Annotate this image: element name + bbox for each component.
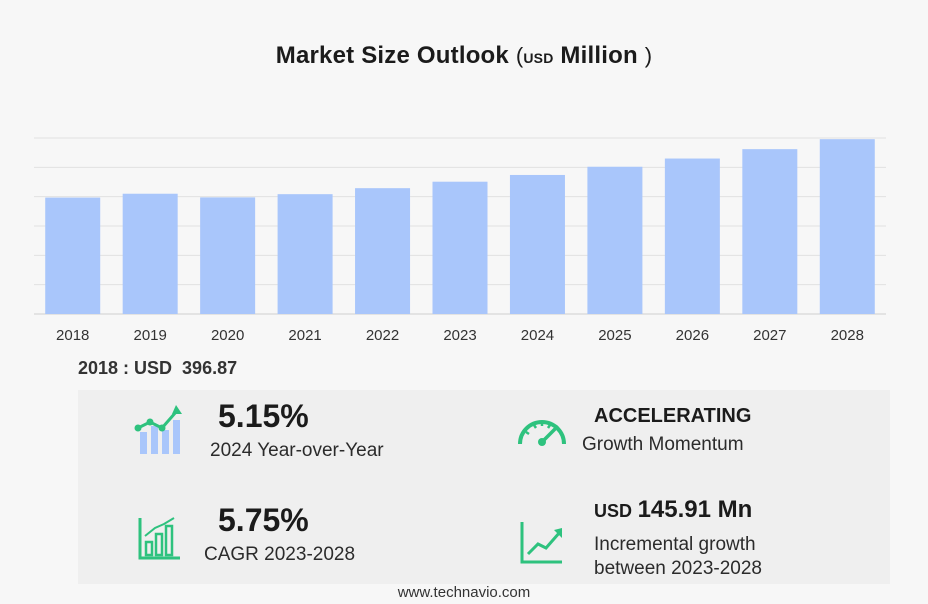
footer-url: www.technavio.com [397, 584, 531, 601]
x-tick-2024: 2024 [521, 327, 554, 344]
momentum-label: Growth Momentum [582, 434, 744, 455]
bar-2021 [277, 194, 333, 314]
growth-bars-icon [134, 405, 182, 454]
stat-momentum: ACCELERATING Growth Momentum [498, 390, 890, 480]
base-year-number: 396.87 [182, 358, 238, 378]
x-tick-2018: 2018 [56, 327, 89, 344]
bar-chart: 2018 2019 2020 2021 2022 2023 2024 2025 2026 2027… [34, 137, 886, 344]
incremental-head: USD 145.91 Mn [594, 496, 752, 524]
bar-chart-icon [138, 517, 180, 560]
bar-2024 [509, 174, 565, 314]
speedometer-icon [518, 420, 566, 446]
title-currency: USD [523, 50, 554, 66]
chart-title: Market Size Outlook (USD Million ) [0, 42, 928, 70]
x-tick-labels: 2018 2019 2020 2021 2022 2023 2024 2025 2026 2027… [56, 327, 864, 344]
title-unit: Million [560, 42, 638, 69]
stats-panel: 5.15% 2024 Year-over-Year ACCELERATING G… [78, 390, 890, 584]
bar-2025 [587, 166, 643, 314]
base-year-value: 2018 : USD 396.87 [78, 358, 237, 379]
bar-2019 [122, 193, 178, 314]
bar-2018 [45, 197, 101, 314]
x-tick-2025: 2025 [598, 327, 631, 344]
x-tick-2023: 2023 [443, 327, 476, 344]
base-year-label: 2018 : USD [78, 358, 173, 378]
cagr-label: CAGR 2023-2028 [204, 544, 356, 565]
incremental-currency: USD [594, 501, 633, 521]
x-tick-2027: 2027 [753, 327, 786, 344]
incremental-value: 145.91 Mn [637, 496, 753, 523]
bars [45, 139, 875, 314]
x-tick-2026: 2026 [676, 327, 709, 344]
stat-cagr: 5.75% CAGR 2023-2028 [78, 500, 478, 584]
bar-2028 [819, 139, 875, 314]
stat-yoy: 5.15% 2024 Year-over-Year [78, 390, 478, 480]
bar-2026 [664, 158, 720, 314]
bar-2020 [200, 197, 256, 314]
bar-2027 [742, 149, 798, 314]
cagr-value: 5.75% [218, 502, 309, 538]
title-close-paren: ) [644, 43, 653, 68]
title-main: Market Size Outlook [275, 42, 509, 69]
momentum-head: ACCELERATING [594, 405, 752, 427]
incremental-label-line1: Incremental growth [594, 534, 756, 555]
yoy-label: 2024 Year-over-Year [210, 440, 384, 461]
incremental-label-line2: between 2023-2028 [594, 558, 762, 579]
x-tick-2022: 2022 [366, 327, 399, 344]
yoy-value: 5.15% [218, 398, 309, 434]
stat-incremental: USD 145.91 Mn Incremental growth between… [498, 490, 890, 584]
bar-2022 [355, 188, 411, 314]
trend-line-icon [520, 522, 562, 564]
title-open-paren: ( [515, 43, 524, 68]
x-tick-2021: 2021 [288, 327, 321, 344]
bar-2023 [432, 181, 488, 314]
x-tick-2019: 2019 [133, 327, 166, 344]
x-tick-2020: 2020 [211, 327, 244, 344]
x-tick-2028: 2028 [831, 327, 864, 344]
